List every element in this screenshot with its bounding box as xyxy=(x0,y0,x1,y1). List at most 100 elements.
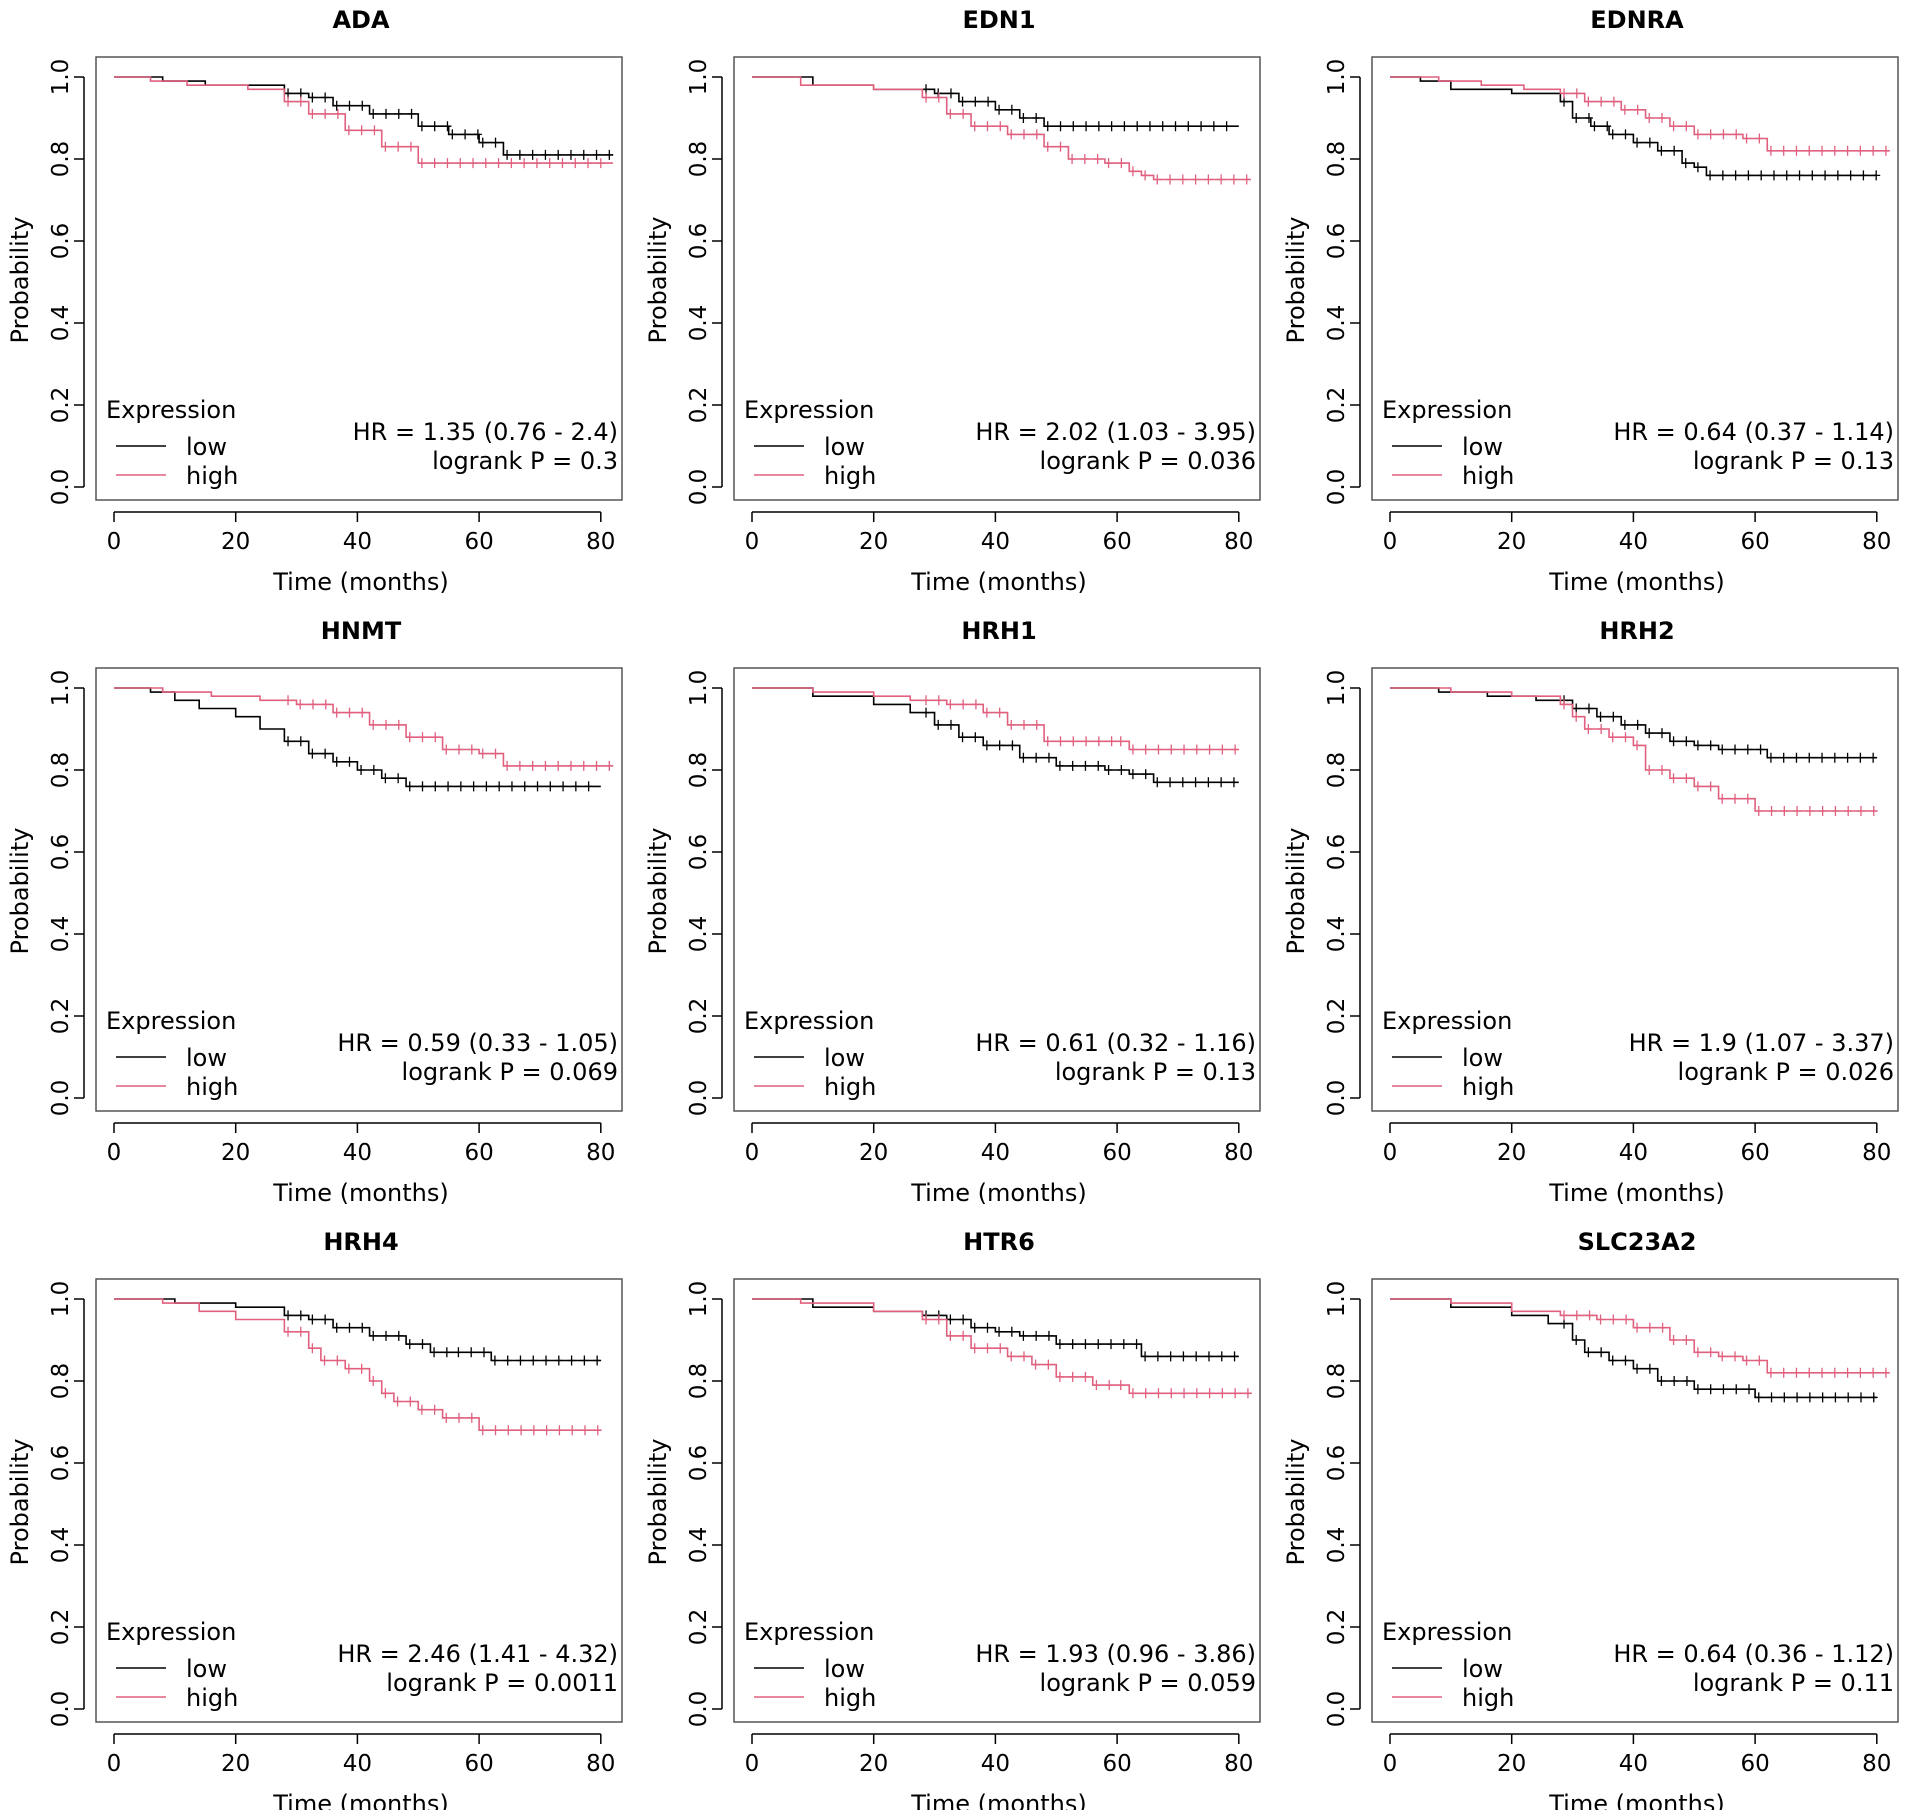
censor-mark-high xyxy=(1141,744,1150,755)
censor-mark-high xyxy=(1805,1367,1814,1378)
censor-mark-high xyxy=(1682,773,1691,784)
censor-mark-low xyxy=(369,108,378,119)
censor-mark-low xyxy=(520,781,529,792)
censor-mark-low xyxy=(507,781,516,792)
censor-mark-low xyxy=(946,1314,955,1325)
censor-mark-high xyxy=(1732,129,1741,140)
y-tick-label: 0.4 xyxy=(686,1527,712,1564)
censor-mark-high xyxy=(1780,806,1789,816)
censor-mark-high xyxy=(1572,711,1581,722)
censor-mark-high xyxy=(983,121,992,132)
censor-mark-high xyxy=(1069,736,1078,747)
censor-mark-high xyxy=(1020,1351,1028,1362)
y-axis-label: Probability xyxy=(644,217,672,344)
censor-mark-low xyxy=(461,129,470,140)
censor-mark-high xyxy=(1116,736,1125,747)
censor-mark-high xyxy=(1831,806,1840,816)
x-axis-label: Time (months) xyxy=(272,1179,449,1207)
censor-mark-low xyxy=(515,149,524,160)
censor-mark-high xyxy=(584,158,593,169)
censor-mark-high xyxy=(1718,1351,1727,1362)
chart-title: HTR6 xyxy=(963,1228,1035,1256)
censor-mark-high xyxy=(571,158,580,169)
censor-mark-low xyxy=(1229,777,1238,788)
y-tick-label: 0.4 xyxy=(1324,305,1350,342)
censor-mark-high xyxy=(517,1425,526,1436)
censor-mark-low xyxy=(1608,1355,1617,1366)
censor-mark-low xyxy=(1107,121,1116,132)
censor-mark-high xyxy=(1792,1367,1801,1378)
censor-mark-low xyxy=(1693,1384,1702,1395)
censor-mark-low xyxy=(1744,170,1753,181)
censor-mark-high xyxy=(481,158,490,169)
censor-mark-high xyxy=(1180,1388,1189,1399)
legend-label-low: low xyxy=(824,1655,865,1683)
hazard-ratio-text: HR = 0.59 (0.33 - 1.05) xyxy=(337,1029,618,1057)
censor-mark-high xyxy=(934,1314,943,1325)
hazard-ratio-text: HR = 1.35 (0.76 - 2.4) xyxy=(353,418,618,446)
x-tick-label: 80 xyxy=(1224,1140,1253,1166)
censor-mark-low xyxy=(1184,121,1193,132)
censor-mark-low xyxy=(490,1355,499,1366)
censor-mark-high xyxy=(430,158,439,169)
x-tick-label: 80 xyxy=(1862,529,1891,555)
censor-mark-low xyxy=(479,1347,488,1358)
censor-mark-low xyxy=(995,1326,1004,1337)
censor-mark-high xyxy=(1043,736,1052,747)
censor-mark-low xyxy=(296,1310,305,1321)
censor-mark-high xyxy=(370,125,379,136)
censor-mark-high xyxy=(580,1425,589,1436)
censor-mark-high xyxy=(959,108,968,119)
legend-label-high: high xyxy=(824,462,876,490)
censor-mark-high xyxy=(1094,736,1103,747)
km-curve-low xyxy=(1390,687,1877,759)
x-tick-label: 80 xyxy=(586,529,615,555)
plot-frame xyxy=(1371,56,1899,501)
x-tick-label: 40 xyxy=(1619,1751,1648,1777)
censor-mark-high xyxy=(1154,744,1163,755)
censor-mark-high xyxy=(982,707,991,718)
censor-mark-low xyxy=(528,149,537,160)
censor-mark-low xyxy=(1843,752,1852,763)
censor-mark-high xyxy=(284,695,293,706)
censor-mark-low xyxy=(1620,719,1629,730)
censor-mark-low xyxy=(442,1347,451,1358)
x-tick-label: 20 xyxy=(859,1140,888,1166)
censor-mark-high xyxy=(1007,129,1016,140)
censor-mark-low xyxy=(1068,1339,1077,1350)
censor-mark-low xyxy=(1831,1392,1840,1403)
hazard-ratio-text: HR = 0.64 (0.36 - 1.12) xyxy=(1613,1640,1894,1668)
y-tick-label: 0.0 xyxy=(686,469,712,506)
censor-mark-high xyxy=(520,158,529,169)
censor-mark-low xyxy=(971,732,980,743)
censor-mark-low xyxy=(369,1330,378,1341)
censor-mark-high xyxy=(1793,806,1802,816)
plot-frame xyxy=(733,56,1261,501)
censor-mark-high xyxy=(1572,1310,1581,1321)
y-tick-label: 0.0 xyxy=(686,1080,712,1117)
censor-mark-high xyxy=(1658,765,1666,775)
censor-mark-low xyxy=(454,1347,463,1358)
censor-mark-high xyxy=(1044,1359,1053,1370)
censor-mark-high xyxy=(1007,719,1016,730)
censor-mark-high xyxy=(996,121,1005,132)
censor-mark-low xyxy=(982,740,991,751)
plot-frame xyxy=(1371,1278,1899,1723)
x-axis-label: Time (months) xyxy=(272,568,449,596)
x-tick-label: 20 xyxy=(1497,529,1526,555)
censor-mark-high xyxy=(1141,1388,1150,1399)
hazard-ratio-text: HR = 2.46 (1.41 - 4.32) xyxy=(337,1640,618,1668)
censor-mark-low xyxy=(1117,765,1126,775)
legend-label-high: high xyxy=(824,1684,876,1712)
censor-mark-low xyxy=(1204,1351,1213,1362)
censor-mark-low xyxy=(1844,1392,1853,1403)
x-tick-label: 0 xyxy=(745,1751,760,1777)
censor-mark-high xyxy=(417,158,426,169)
censor-mark-low xyxy=(1141,1351,1150,1362)
y-tick-label: 0.2 xyxy=(48,387,74,424)
censor-mark-low xyxy=(1081,1339,1090,1350)
censor-mark-low xyxy=(1191,777,1200,788)
censor-mark-low xyxy=(1179,1351,1188,1362)
hazard-ratio-text: HR = 0.61 (0.32 - 1.16) xyxy=(975,1029,1256,1057)
censor-mark-high xyxy=(1743,793,1752,804)
